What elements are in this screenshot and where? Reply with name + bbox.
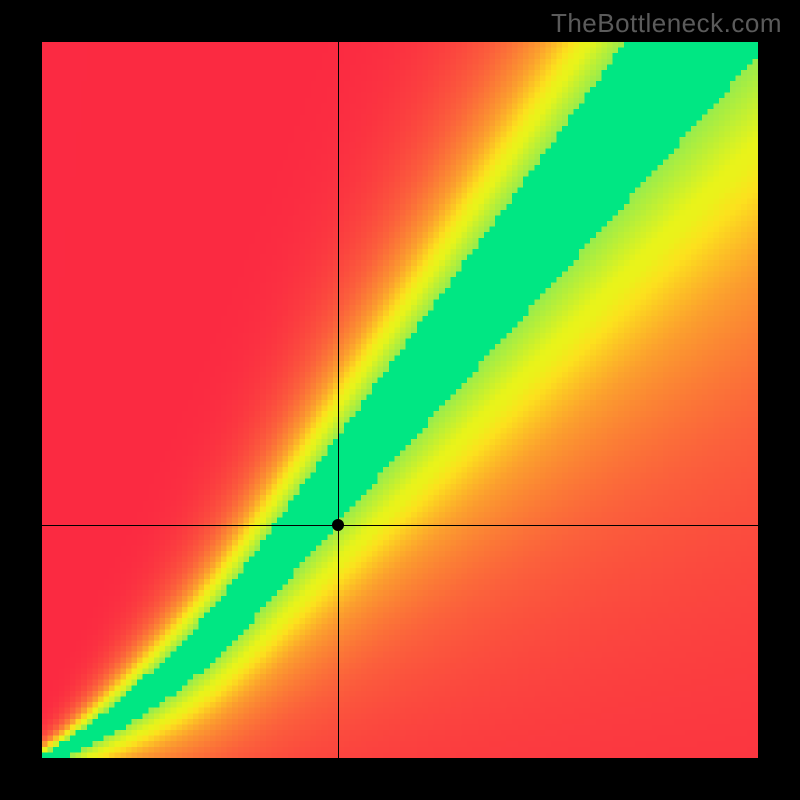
crosshair-horizontal [42, 525, 758, 526]
marker-dot [332, 519, 344, 531]
crosshair-vertical [338, 42, 339, 758]
watermark-text: TheBottleneck.com [551, 8, 782, 39]
bottleneck-heatmap [42, 42, 758, 758]
heatmap-canvas [42, 42, 758, 758]
